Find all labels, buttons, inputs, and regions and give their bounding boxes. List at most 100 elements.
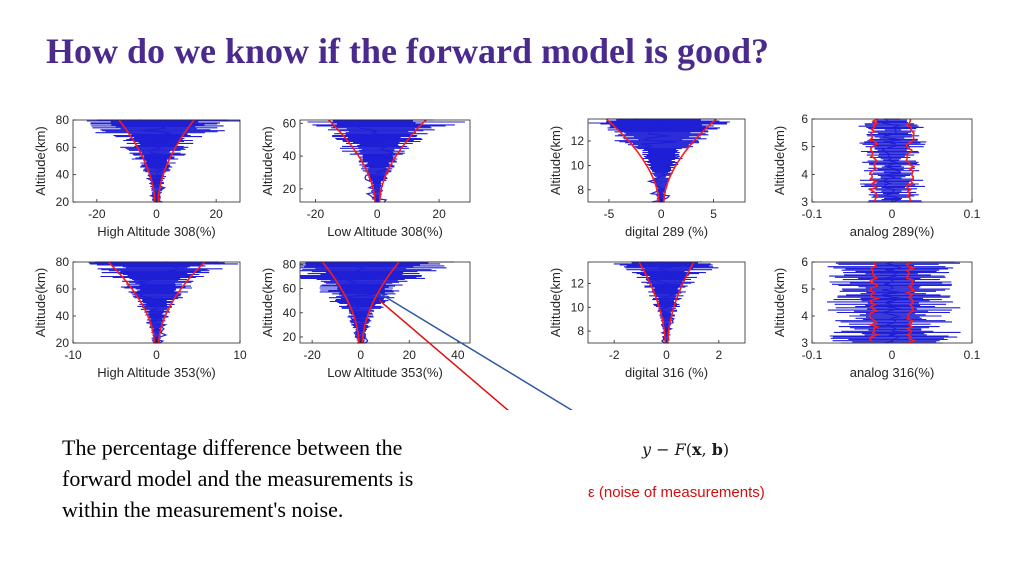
noise-envelope-left [867,261,881,343]
x-tick-label: 5 [710,207,717,221]
x-tick-label: -10 [64,348,82,362]
x-tick-label: 0.1 [964,207,981,221]
axes-box [299,119,471,203]
x-axis-label: digital 289 (%) [625,224,708,239]
y-axis-label: Altitude(km) [548,126,563,195]
x-tick-label: 0 [889,348,896,362]
residual-profile [881,118,903,203]
subplot-analog-289: -0.1 0 0.1 3 4 5 6 analog 289(%) Altitude(km) [772,112,981,239]
y-axis-label: Altitude(km) [772,126,787,195]
x-tick-label: 20 [403,348,417,362]
y-tick-label: 10 [571,158,585,172]
axes-box [299,261,471,344]
x-tick-label: 40 [451,348,465,362]
noise-envelope-left [328,119,376,203]
x-tick-label: -20 [303,348,321,362]
x-tick-label: 0 [663,348,670,362]
subplot-low-353: -20 0 20 40 20 40 60 80 Low Altitude 353(%) Altit… [260,257,471,380]
x-axis-label: analog 316(%) [850,365,935,380]
x-tick-label: -2 [609,348,620,362]
y-tick-label: 8 [577,183,584,197]
y-tick-label: 6 [801,112,808,126]
y-tick-label: 8 [577,324,584,338]
residual-profile [635,118,680,203]
y-axis-label: Altitude(km) [772,268,787,337]
noise-envelope-right [361,261,400,344]
y-tick-label: 5 [801,140,808,154]
plot-background [812,262,972,343]
y-tick-label: 20 [56,336,70,350]
x-tick-label: -0.1 [802,348,823,362]
subplot-high-353: -10 0 10 20 40 60 80 High Altitude 353(%) Altitu… [33,255,247,380]
y-tick-label: 3 [801,336,808,350]
residual-arrow [378,292,573,410]
subplot-low-308: -20 0 20 20 40 60 Low Altitude 308(%) Altitude(… [260,116,471,239]
noise-envelope-right [666,261,695,343]
body-text: The percentage difference between the fo… [62,435,414,522]
y-tick-label: 60 [56,282,70,296]
subplot-digital-316: -2 0 2 8 10 12 digital 316 (%) Altitude(km) [548,261,746,380]
x-tick-label: 0 [153,348,160,362]
eq-minus: − [656,440,670,459]
noise-envelope-right [905,118,916,203]
subplot-high-308: -20 0 20 20 40 60 80 High Altitude 308(%) Altitu… [33,113,241,239]
noise-envelope-left [867,118,880,203]
y-axis-label: Altitude(km) [260,268,275,337]
noise-label: ε (noise of measurements) [588,484,765,501]
x-tick-label: 0 [374,207,381,221]
x-tick-label: -20 [307,207,325,221]
y-tick-label: 80 [56,113,70,127]
y-tick-label: 6 [801,255,808,269]
x-axis-label: digital 316 (%) [625,365,708,380]
x-tick-label: 20 [432,207,446,221]
x-tick-label: 20 [209,207,223,221]
eq-comma: , [701,440,712,459]
y-axis-label: Altitude(km) [548,268,563,337]
y-axis-label: Altitude(km) [260,126,275,195]
y-tick-label: 20 [56,195,70,209]
x-axis-label: High Altitude 353(%) [97,365,216,380]
residual-profile [138,261,179,344]
x-tick-label: -20 [88,207,106,221]
axes-box [587,118,746,203]
eq-open: ( [685,440,692,459]
equation-residual: y − F(x, b) [642,440,729,459]
y-tick-label: 80 [283,257,297,271]
x-axis-label: Low Altitude 308(%) [327,224,443,239]
x-tick-label: -0.1 [802,207,823,221]
x-tick-label: 0.1 [964,348,981,362]
y-tick-label: 12 [571,276,585,290]
y-tick-label: 5 [801,282,808,296]
x-tick-label: 2 [715,348,722,362]
y-tick-label: 3 [801,195,808,209]
noise-envelope-left [638,261,667,343]
y-tick-label: 60 [283,116,297,130]
eq-y: y [642,440,652,459]
x-axis-label: analog 289(%) [850,224,935,239]
noise-envelope-left [107,261,155,344]
noise-arrow [378,299,509,410]
plot-background [812,119,972,202]
noise-envelope-right [158,261,206,344]
residual-profile [357,119,394,203]
x-tick-label: 10 [233,348,247,362]
y-tick-label: 4 [801,309,808,323]
y-tick-label: 40 [283,306,297,320]
subplot-digital-289: -5 0 5 8 10 12 digital 289 (%) Altitude(km) [548,118,746,239]
residual-profile [139,119,172,203]
noise-envelope-left [605,118,660,202]
x-tick-label: 0 [357,348,364,362]
noise-envelope-right [157,119,195,202]
noise-envelope-left [118,119,156,202]
y-tick-label: 4 [801,167,808,181]
residual-profile [346,261,378,344]
eq-close: ) [722,440,730,459]
eq-f: F [674,440,686,459]
noise-envelope-left [321,261,360,344]
y-axis-label: Altitude(km) [33,268,48,337]
x-tick-label: 0 [658,207,665,221]
y-tick-label: 60 [283,282,297,296]
x-axis-label: High Altitude 308(%) [97,224,216,239]
x-tick-label: -5 [604,207,615,221]
